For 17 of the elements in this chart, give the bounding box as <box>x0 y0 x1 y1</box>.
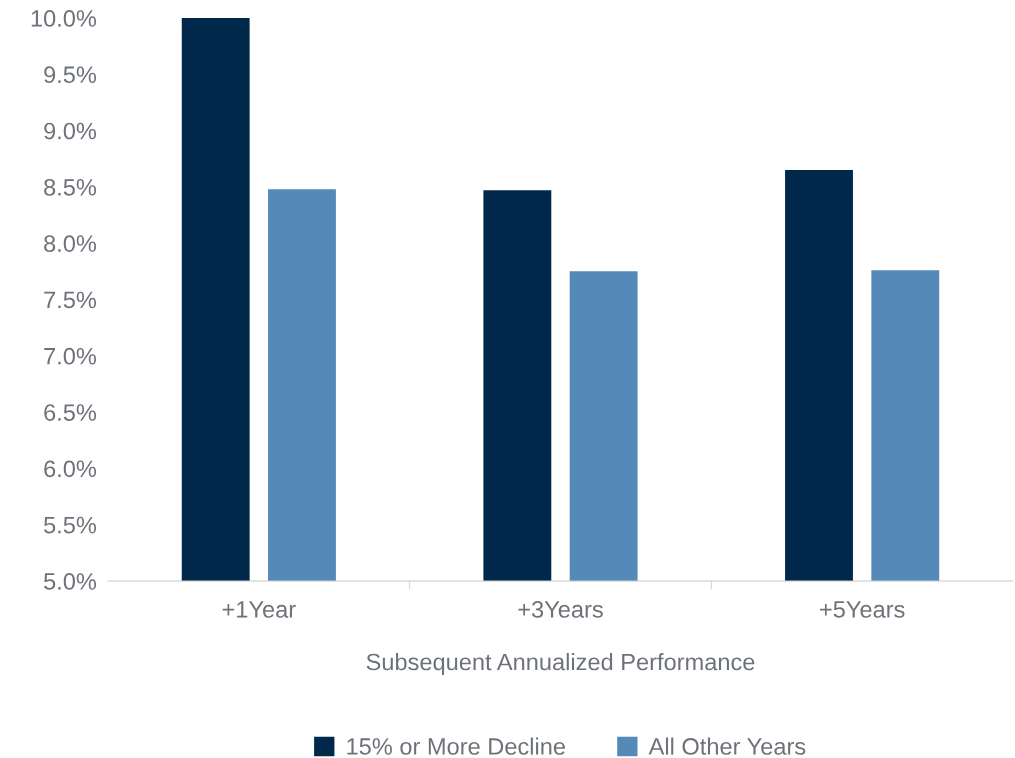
y-tick-label: 7.5% <box>44 291 97 309</box>
y-tick-label: 10.0% <box>31 10 97 27</box>
x-axis-title: Subsequent Annualized Performance <box>366 653 755 676</box>
y-tick-label: 9.0% <box>44 122 97 140</box>
y-tick-label: 6.0% <box>44 460 97 478</box>
x-tick-label: +1Year <box>222 601 296 618</box>
x-tick-label: +3Years <box>518 601 603 618</box>
legend-label: All Other Years <box>648 737 806 755</box>
y-tick-label: 5.5% <box>44 516 97 534</box>
y-tick-label: 8.0% <box>44 235 97 252</box>
y-tick-label: 8.5% <box>44 178 97 196</box>
y-tick-label: 7.0% <box>44 347 97 365</box>
y-tick-label: 9.5% <box>44 66 97 84</box>
x-tick-label: +5Years <box>820 601 905 618</box>
y-tick-label: 5.0% <box>44 573 97 590</box>
legend-label: 15% or More Decline <box>347 737 565 755</box>
y-tick-label: 6.5% <box>44 404 97 421</box>
